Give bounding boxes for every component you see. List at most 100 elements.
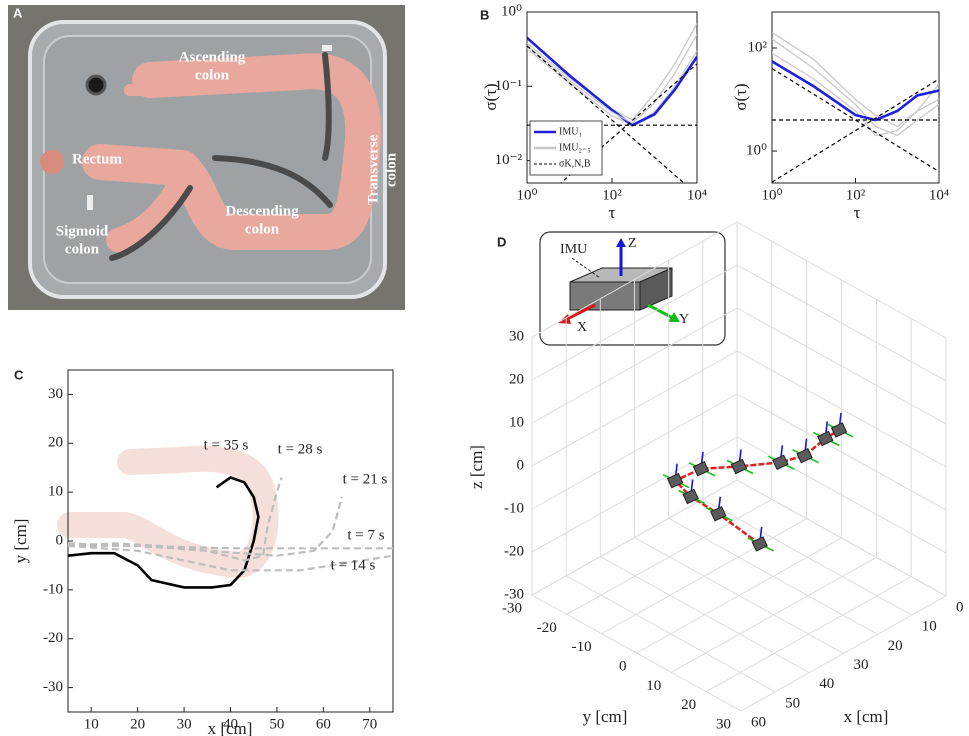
grid-line (736, 264, 947, 382)
trajectory (672, 428, 840, 545)
y-tick-label: -20 (43, 630, 63, 646)
x-tick-label: 30 (177, 716, 192, 732)
y-tick-label: 10⁰ (746, 143, 767, 159)
series-annotation: t = 14 s (331, 557, 376, 573)
x-tick-label: 10⁴ (929, 187, 949, 203)
x-axis-label: τ (854, 203, 861, 222)
x-tick-label: 10² (846, 187, 866, 203)
series-line (772, 38, 939, 137)
y-tick-label: -10 (572, 639, 592, 655)
grid-line (736, 221, 947, 339)
x-tick-label: 20 (130, 716, 145, 732)
series-line (772, 31, 939, 128)
grid-line (736, 436, 947, 554)
y-tick-label: -20 (537, 620, 557, 636)
series-line (68, 477, 283, 562)
series-line (68, 544, 393, 572)
photo-label: colon (383, 152, 399, 187)
y-tick-label: 0 (56, 532, 64, 548)
photo-label: colon (195, 67, 230, 83)
series-line (772, 60, 939, 122)
x-tick-label: 20 (888, 638, 903, 654)
grid-line (601, 518, 807, 635)
y-axis-label: σ(τ) (481, 83, 500, 110)
y-tick-label: -30 (43, 679, 63, 695)
y-tick-label: 10⁻² (495, 152, 523, 168)
z-tick-label: -10 (504, 500, 524, 516)
x-axis-label: x [cm] (844, 707, 889, 726)
inset-label: Z (628, 236, 637, 251)
series-line (772, 52, 939, 137)
grid-line (531, 264, 738, 381)
x-tick-label: 40 (819, 676, 834, 692)
imu-marker (751, 536, 768, 552)
series-line (68, 476, 260, 589)
x-tick-label: 10 (84, 716, 99, 732)
panel-letter: C (14, 367, 24, 382)
grid-line (671, 556, 877, 673)
imu-marker (692, 461, 710, 477)
x-tick-label: 30 (853, 657, 868, 673)
imu-marker (796, 447, 813, 464)
grid-line (531, 221, 738, 338)
grid-line (736, 350, 947, 468)
grid-line (531, 350, 738, 467)
z-tick-label: 20 (509, 371, 524, 387)
grid-line (566, 498, 773, 615)
y-tick-label: 20 (48, 435, 63, 451)
photo-label: colon (245, 221, 280, 237)
series-line (527, 34, 697, 124)
imu-marker (772, 454, 789, 471)
x-tick-label: 0 (956, 599, 964, 615)
imu-marker (830, 422, 848, 438)
grid-line (736, 307, 947, 425)
series-line (772, 78, 939, 183)
photo-label: Sigmoid (56, 223, 109, 239)
photo-label: Ascending (179, 49, 246, 65)
x-tick-label: 10⁴ (687, 187, 707, 203)
series-group (527, 23, 697, 183)
x-tick-label: 70 (362, 716, 377, 732)
tube (109, 52, 333, 261)
series-line (527, 45, 685, 183)
y-tick-label: 10⁻¹ (495, 78, 522, 94)
x-tick-label: 60 (316, 716, 331, 732)
cube-side (639, 267, 673, 311)
z-arrow-head (616, 238, 626, 247)
x-tick-label: 10 (922, 619, 937, 635)
z-tick-label: 10 (509, 414, 524, 430)
rectum-opening (40, 150, 64, 174)
y-arrow-head (668, 312, 680, 322)
z-tick-label: -20 (504, 543, 524, 559)
series-annotation: t = 7 s (347, 527, 384, 543)
y-axis-label: y [cm] (11, 519, 30, 564)
photo-label: Descending (225, 203, 299, 219)
clip (87, 45, 332, 210)
z-axis-label: z [cm] (467, 445, 486, 489)
x-tick-label: 40 (223, 716, 238, 732)
x-axis-label: τ (609, 203, 616, 222)
z-tick-label: 0 (516, 457, 524, 473)
inset-label: X (577, 320, 587, 335)
x-tick-label: 50 (785, 695, 800, 711)
legend-label: IMU₂₋₅ (559, 142, 591, 153)
y-axis-label: y [cm] (583, 707, 628, 726)
series-annotation: t = 21 s (343, 471, 388, 487)
series-line (527, 23, 697, 122)
series-group (772, 31, 939, 183)
y-tick-label: 30 (716, 716, 731, 732)
panel-letter: B (480, 7, 489, 22)
series-group (68, 476, 393, 589)
y-tick-label: 10² (748, 39, 768, 55)
panel-letter: A (13, 5, 23, 20)
grid-line (740, 595, 947, 712)
x-axis-label: x [cm] (208, 719, 253, 736)
grid-line (736, 393, 947, 511)
photo-label: Rectum (72, 151, 122, 167)
inset-label: Y (679, 312, 689, 327)
grid-line (705, 576, 912, 693)
grid-line (736, 479, 947, 597)
legend-label: IMU₁ (559, 126, 582, 137)
y-tick-label: -30 (502, 600, 522, 616)
